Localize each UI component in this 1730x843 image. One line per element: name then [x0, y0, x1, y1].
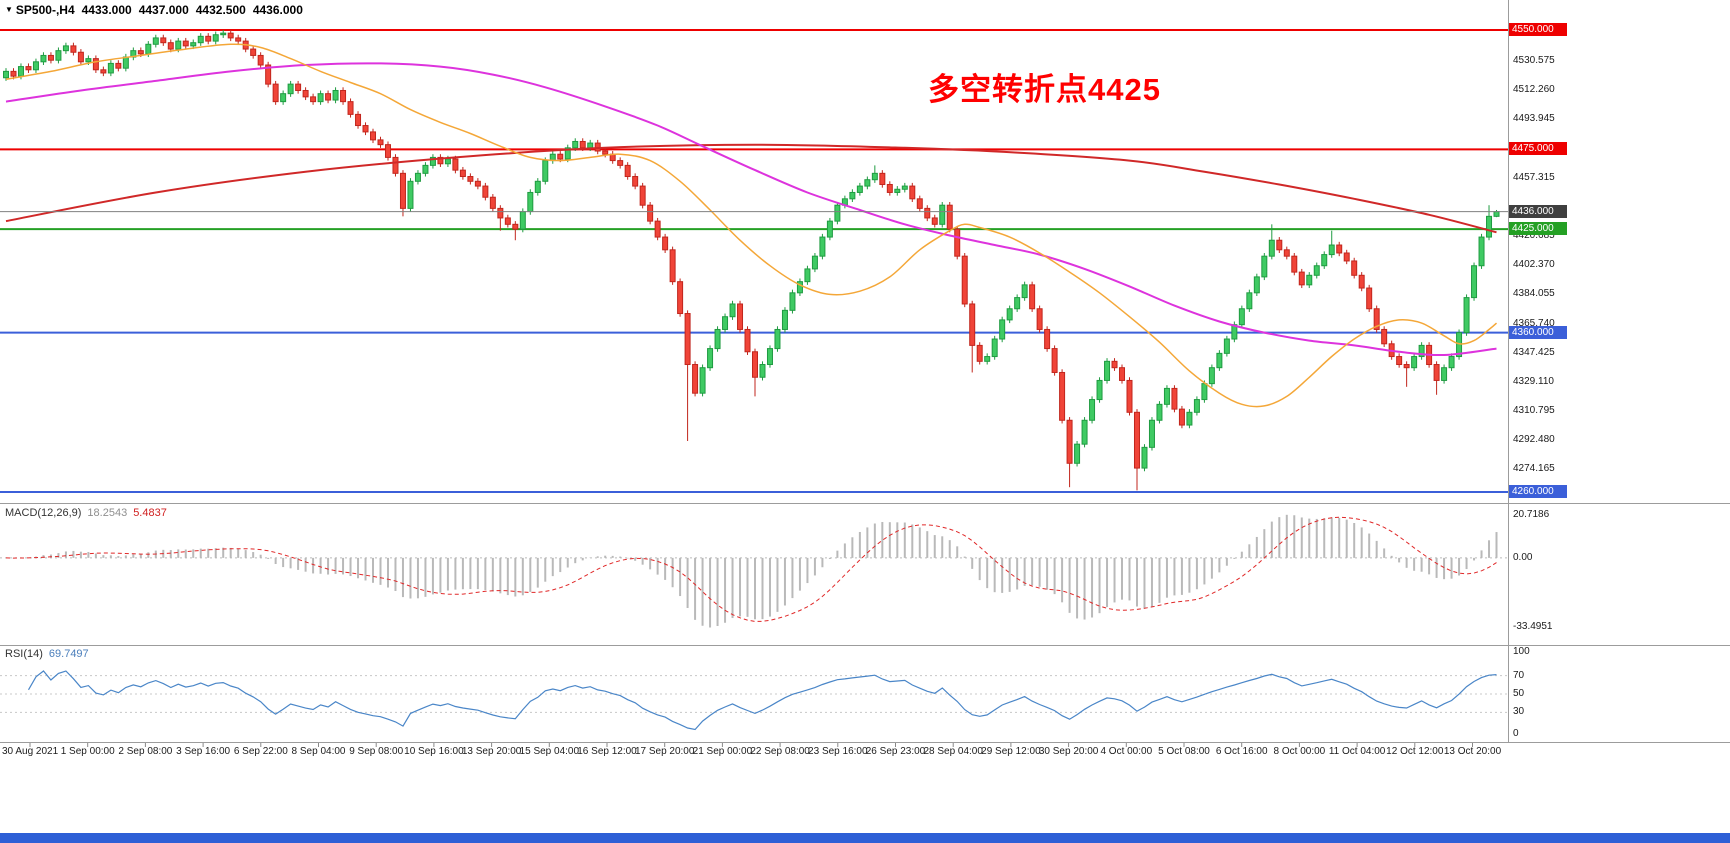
- rsi-scale-value: 100: [1513, 646, 1530, 657]
- price-scale-value: 4530.575: [1513, 54, 1555, 66]
- macd-indicator-label: MACD(12,26,9) 18.2543 5.4837: [5, 507, 167, 519]
- time-axis-label: 13 Oct 20:00: [1443, 746, 1502, 757]
- price-scale-value: 4310.795: [1513, 405, 1555, 417]
- hlines-layer: [0, 28, 1508, 493]
- price-scale-value: 4347.425: [1513, 346, 1555, 358]
- price-line-badge: 4550.000: [1509, 22, 1567, 36]
- price-axis[interactable]: 4255.8504274.1654292.4804310.7954329.110…: [1508, 0, 1730, 742]
- chart-symbol-period: SP500-,H4: [15, 3, 75, 17]
- ma-magenta-line: [5, 62, 1497, 357]
- time-axis-label: 6 Sep 22:00: [233, 746, 288, 757]
- time-axis-label: 16 Sep 12:00: [577, 746, 637, 757]
- price-scale-value: 4420.685: [1513, 229, 1555, 241]
- rsi-layer: [0, 670, 1508, 731]
- price-line-badge: 4425.000: [1509, 222, 1567, 236]
- time-axis-label: 9 Sep 08:00: [349, 746, 404, 757]
- moving-averages-layer: [5, 43, 1498, 408]
- time-axis-label: 4 Oct 00:00: [1100, 746, 1153, 757]
- price-scale-value: 4493.945: [1513, 113, 1555, 125]
- price-line-badge: 4360.000: [1509, 325, 1567, 339]
- time-axis-label: 6 Oct 16:00: [1215, 746, 1268, 757]
- taskbar-edge-strip[interactable]: [0, 833, 1730, 843]
- time-axis-label: 12 Oct 12:00: [1386, 746, 1444, 757]
- price-scale-value: 4384.055: [1513, 288, 1555, 300]
- macd-histogram: [12, 514, 1498, 628]
- symbol-dropdown-icon: ▼: [5, 5, 13, 14]
- annotation-text: 多空转折点4425: [928, 72, 1161, 107]
- macd-scale-value: 20.7186: [1513, 508, 1550, 520]
- price-scale-value: 4292.480: [1513, 434, 1555, 446]
- time-axis-label: 8 Oct 00:00: [1273, 746, 1326, 757]
- rsi-line: [27, 670, 1497, 731]
- candles-layer: [3, 29, 1500, 491]
- macd-axis[interactable]: 20.7186 0.00 -33.4951: [1508, 0, 1730, 645]
- time-axis-label: 13 Sep 20:00: [461, 746, 522, 757]
- time-axis-label: 17 Sep 20:00: [634, 746, 695, 757]
- bar-open-value: 4433.000: [81, 3, 132, 17]
- bar-close-value: 4436.000: [252, 3, 303, 17]
- time-axis-label: 23 Sep 16:00: [808, 746, 868, 757]
- price-scale-value: 4402.370: [1513, 259, 1555, 271]
- time-axis-label: 11 Oct 04:00: [1328, 746, 1386, 757]
- ma-red-line: [5, 143, 1497, 234]
- price-scale-value: 4329.110: [1513, 375, 1554, 387]
- price-line-badge: 4260.000: [1509, 484, 1567, 498]
- rsi-scale-value: 70: [1513, 669, 1525, 681]
- time-axis-label: 5 Oct 08:00: [1158, 746, 1210, 757]
- macd-name: MACD(12,26,9): [5, 507, 82, 519]
- time-axis-label: 2 Sep 08:00: [118, 746, 173, 757]
- macd-signal-value: 5.4837: [133, 507, 167, 519]
- rsi-name: RSI(14): [5, 648, 43, 660]
- time-axis-label: 21 Sep 00:00: [692, 746, 753, 757]
- time-axis-label: 30 Aug 2021: [2, 746, 59, 757]
- time-axis-label: 15 Sep 04:00: [519, 746, 580, 757]
- time-axis[interactable]: 30 Aug 2021 1 Sep 00:00 2 Sep 08:00 3 Sep 1…: [0, 742, 1730, 762]
- price-scale-value: 4274.165: [1513, 463, 1555, 475]
- rsi-axis[interactable]: 100 70 50 30 0: [1508, 0, 1730, 742]
- bar-high-value: 4437.000: [138, 3, 189, 17]
- time-axis-label: 1 Sep 00:00: [60, 746, 115, 757]
- price-line-badge: 4475.000: [1509, 142, 1567, 156]
- time-axis-label: 10 Sep 16:00: [404, 746, 464, 757]
- macd-main-value: 18.2543: [87, 507, 128, 519]
- time-axis-label: 3 Sep 16:00: [176, 746, 231, 757]
- time-axis-label: 22 Sep 08:00: [750, 746, 810, 757]
- macd-scale-value: -33.4951: [1513, 621, 1553, 633]
- price-line-badge: 4436.000: [1509, 204, 1567, 218]
- price-scale-value: 4512.260: [1513, 84, 1555, 96]
- ma-orange-line: [5, 43, 1498, 408]
- macd-scale-value: 0.00: [1513, 551, 1533, 563]
- time-axis-label: 29 Sep 12:00: [981, 746, 1041, 757]
- rsi-scale-value: 50: [1513, 688, 1525, 699]
- time-axis-label: 28 Sep 04:00: [923, 746, 983, 757]
- rsi-scale-value: 30: [1513, 706, 1525, 718]
- time-axis-label: 8 Sep 04:00: [291, 746, 346, 757]
- chart-title-overlay: ▼ SP500-,H4 4433.000 4437.000 4432.500 4436.0…: [5, 3, 303, 17]
- rsi-scale-value: 0: [1513, 728, 1519, 739]
- time-axis-label: 26 Sep 23:00: [865, 746, 926, 757]
- price-scale-value: 4365.740: [1513, 317, 1555, 329]
- rsi-indicator-label: RSI(14) 69.7497: [5, 648, 89, 660]
- rsi-value: 69.7497: [48, 648, 89, 660]
- macd-signal-line: [5, 516, 1497, 622]
- macd-layer: [0, 514, 1508, 628]
- bar-low-value: 4432.500: [195, 3, 246, 17]
- time-axis-label: 30 Sep 20:00: [1038, 746, 1099, 757]
- price-scale-value: 4457.315: [1513, 171, 1555, 183]
- axes-layer: [0, 0, 1730, 747]
